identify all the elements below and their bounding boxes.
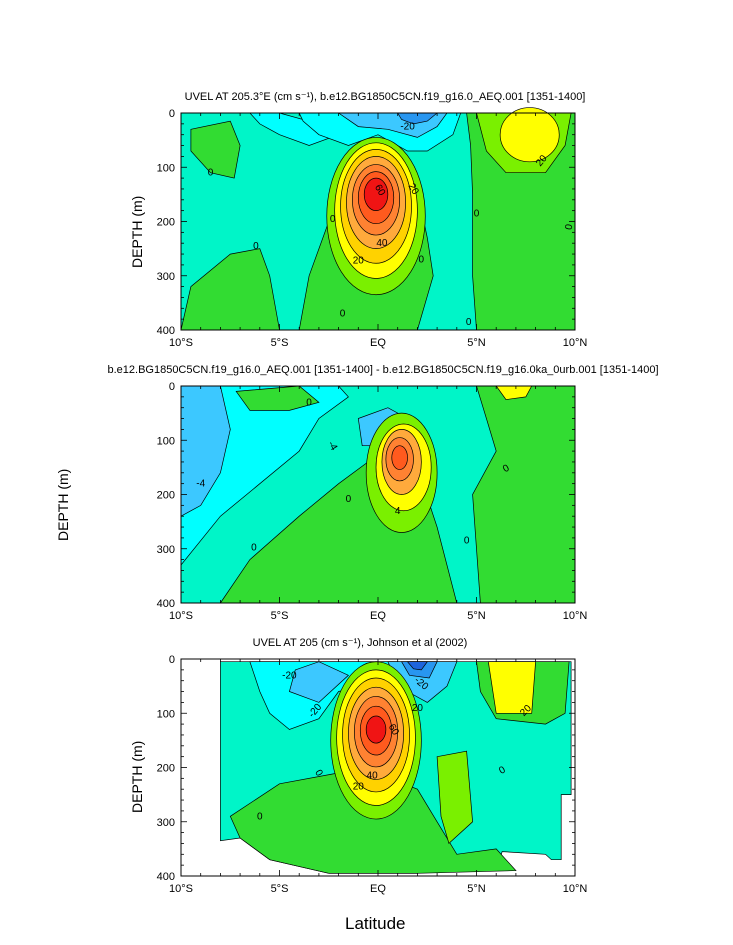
x-tick-label: EQ — [370, 610, 386, 622]
x-tick-label: 10°N — [563, 610, 588, 622]
contour-label: 0 — [330, 214, 336, 225]
contour-band — [288, 661, 350, 703]
contour-label: 0 — [474, 208, 480, 219]
x-tick-label: EQ — [370, 337, 386, 349]
contour-band — [436, 750, 473, 845]
x-tick-label: 10°N — [563, 337, 588, 349]
contour-label: -20 — [282, 670, 297, 681]
contour-label: 60 — [386, 722, 401, 738]
contour-label: 40 — [376, 238, 388, 249]
contour-band — [181, 112, 340, 146]
y-tick-label: 300 — [157, 544, 175, 556]
panel2-ylabel: DEPTH (m) — [55, 468, 71, 541]
contour-label: 0 — [564, 223, 576, 231]
panel1-title: UVEL AT 205.3°E (cm s⁻¹), b.e12.BG1850C5… — [184, 91, 586, 103]
panel2-title: b.e12.BG1850C5CN.f19_g16.0_AEQ.001 [1351… — [107, 364, 659, 376]
contour-label: 20 — [353, 781, 365, 792]
contour-label: 0 — [312, 768, 325, 779]
contour-band — [487, 661, 536, 714]
panel3-title: UVEL AT 205 (cm s⁻¹), Johnson et al (200… — [252, 637, 468, 649]
contour-band — [365, 715, 387, 744]
y-tick-label: 200 — [157, 763, 175, 775]
contour-label: -4 — [196, 479, 205, 490]
contour-band — [190, 120, 241, 179]
contour-label: 0 — [466, 317, 472, 328]
y-tick-label: 400 — [157, 325, 175, 337]
x-tick-label: 10°S — [169, 610, 193, 622]
x-tick-label: 5°S — [271, 337, 289, 349]
y-tick-label: 400 — [157, 598, 175, 610]
contour-label: 20 — [412, 703, 424, 714]
panel3-ylabel: DEPTH (m) — [129, 740, 145, 813]
contour-label: 0 — [419, 254, 425, 265]
contour-label: 0 — [501, 463, 512, 476]
contour-label: 0 — [497, 764, 508, 777]
contour-label: 0 — [306, 397, 312, 408]
contour-band — [499, 107, 560, 163]
contour-label: 0 — [346, 494, 352, 505]
y-tick-label: 0 — [169, 654, 175, 666]
panel1-ylabel: DEPTH (m) — [129, 195, 145, 268]
contour-label: 0 — [464, 536, 470, 547]
x-tick-label: EQ — [370, 883, 386, 895]
x-tick-label: 5°N — [467, 337, 486, 349]
x-tick-label: 5°N — [467, 610, 486, 622]
y-tick-label: 300 — [157, 271, 175, 283]
contour-band — [391, 445, 408, 470]
y-tick-label: 0 — [169, 381, 175, 393]
y-tick-label: 100 — [157, 162, 175, 174]
x-tick-label: 5°S — [271, 883, 289, 895]
contour-label: 0 — [253, 241, 259, 252]
contour-band — [472, 385, 576, 604]
x-tick-label: 10°S — [169, 883, 193, 895]
x-tick-label: 5°N — [467, 883, 486, 895]
contour-label: 40 — [367, 771, 379, 782]
contour-label: 20 — [353, 256, 365, 267]
contour-label: 0 — [340, 309, 346, 320]
y-tick-label: 0 — [169, 108, 175, 120]
contour-label: 0 — [208, 168, 214, 179]
y-tick-label: 400 — [157, 871, 175, 883]
contour-label: 20 — [405, 182, 420, 198]
y-tick-label: 200 — [157, 217, 175, 229]
contour-label: 0 — [251, 543, 257, 554]
y-tick-label: 200 — [157, 490, 175, 502]
y-tick-label: 100 — [157, 708, 175, 720]
x-tick-label: 10°S — [169, 337, 193, 349]
x-tick-label: 5°S — [271, 610, 289, 622]
contour-label: 0 — [257, 811, 263, 822]
y-tick-label: 300 — [157, 817, 175, 829]
contour-band — [406, 661, 428, 671]
y-tick-label: 100 — [157, 435, 175, 447]
x-axis-label: Latitude — [345, 914, 406, 933]
contour-label: 4 — [395, 506, 401, 517]
contour-label: 60 — [372, 183, 387, 199]
contour-label: -20 — [400, 122, 415, 133]
x-tick-label: 10°N — [563, 883, 588, 895]
contour-band — [363, 177, 389, 211]
contour-band — [235, 385, 320, 411]
